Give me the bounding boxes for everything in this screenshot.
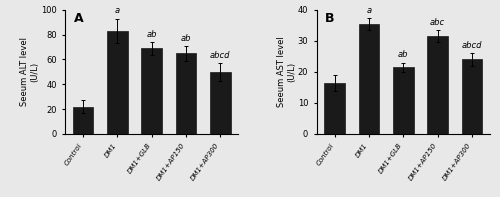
Text: A: A: [74, 12, 84, 25]
Y-axis label: Seeum AST level
(U/L): Seeum AST level (U/L): [277, 36, 296, 107]
Text: ab: ab: [181, 34, 192, 43]
Text: a: a: [366, 6, 372, 15]
Y-axis label: Seeum ALT level
(U/L): Seeum ALT level (U/L): [20, 37, 40, 106]
Bar: [210, 72, 231, 134]
Bar: [393, 67, 413, 134]
Text: ab: ab: [146, 30, 157, 39]
Text: abcd: abcd: [462, 41, 482, 50]
Text: B: B: [325, 12, 334, 25]
Text: a: a: [115, 7, 120, 15]
Bar: [73, 107, 94, 134]
Bar: [358, 24, 380, 134]
Bar: [142, 48, 162, 134]
Bar: [176, 53, 197, 134]
Text: ab: ab: [398, 50, 408, 59]
Text: abcd: abcd: [210, 51, 231, 60]
Text: abc: abc: [430, 18, 445, 27]
Bar: [324, 83, 345, 134]
Bar: [107, 31, 128, 134]
Bar: [462, 59, 482, 134]
Bar: [428, 36, 448, 134]
